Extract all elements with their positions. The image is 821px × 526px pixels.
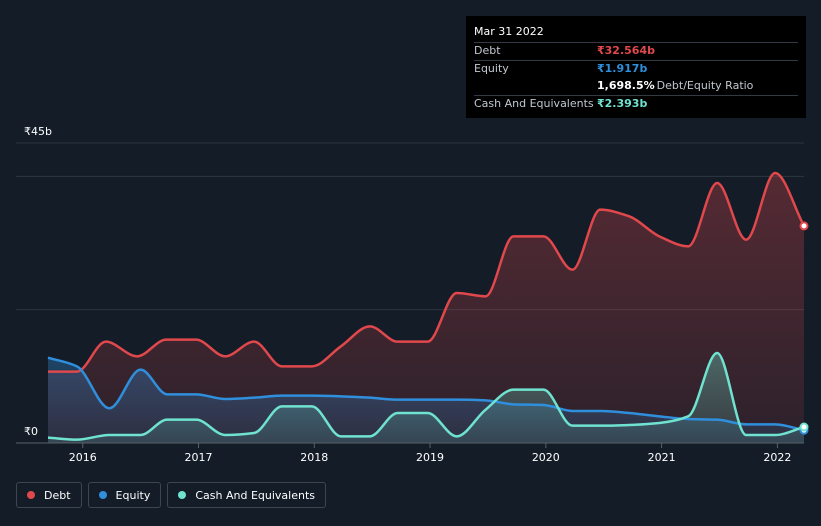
legend-item-equity[interactable]: Equity: [87, 482, 162, 508]
tooltip-ratio-row: 1,698.5% Debt/Equity Ratio: [474, 78, 798, 95]
cash-line: [47, 351, 805, 441]
series-areas: [48, 173, 804, 443]
x-tick-label: 2017: [185, 451, 213, 464]
axes: ₹45b ₹0 2016 2017 2018 2019 2020 2021 2022: [16, 125, 804, 464]
tooltip-ratio-label: Debt/Equity Ratio: [656, 79, 754, 92]
tooltip-debt-row: Debt ₹32.564b: [474, 42, 798, 60]
legend-equity-label: Equity: [115, 488, 151, 502]
legend-item-debt[interactable]: Debt: [16, 482, 82, 508]
tooltip-date: Mar 31 2022: [474, 25, 544, 38]
series-endpoints: [799, 221, 809, 435]
cash-area: [48, 353, 804, 443]
y-tick-label-max: ₹45b: [24, 125, 52, 138]
debt-line: [48, 171, 806, 373]
tooltip-equity-value: ₹1.917b: [597, 62, 648, 75]
legend-cash-label: Cash And Equivalents: [195, 488, 315, 502]
y-tick-label-zero: ₹0: [24, 425, 38, 438]
legend-equity-dot: [98, 491, 107, 499]
x-tick-label: 2018: [300, 451, 328, 464]
chart-legend: Debt Equity Cash And Equivalents: [16, 482, 326, 510]
tooltip-cash-value: ₹2.393b: [597, 97, 648, 110]
series-lines: [47, 171, 806, 441]
tooltip-debt-value: ₹32.564b: [597, 44, 655, 57]
debt-endpoint: [799, 221, 809, 231]
x-tick-label: 2016: [69, 451, 97, 464]
legend-debt-label: Debt: [44, 488, 71, 502]
debt-area: [48, 173, 804, 443]
tooltip-cash-row: Cash And Equivalents ₹2.393b: [474, 95, 798, 113]
tooltip-equity-label: Equity: [474, 62, 509, 75]
x-tick-label: 2020: [532, 451, 560, 464]
cash-endpoint: [799, 422, 809, 432]
tooltip-debt-label: Debt: [474, 44, 501, 57]
data-tooltip: Mar 31 2022 Debt ₹32.564b Equity ₹1.917b…: [466, 16, 806, 118]
tooltip-ratio-value: 1,698.5%: [597, 79, 655, 92]
tooltip-cash-label: Cash And Equivalents: [474, 97, 594, 110]
x-tick-label: 2021: [648, 451, 676, 464]
x-tick-label: 2022: [763, 451, 791, 464]
legend-cash-dot: [178, 491, 187, 499]
legend-item-cash[interactable]: Cash And Equivalents: [167, 482, 326, 508]
legend-debt-dot: [27, 491, 35, 499]
x-tick-label: 2019: [416, 451, 444, 464]
tooltip-equity-row: Equity ₹1.917b: [474, 60, 798, 78]
